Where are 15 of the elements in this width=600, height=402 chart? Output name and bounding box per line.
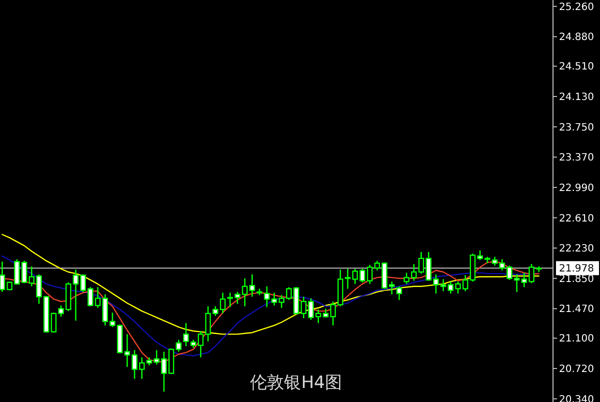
y-tick-label: 22.990: [559, 182, 594, 194]
y-tick-label: 24.880: [559, 32, 594, 44]
y-tick-label: 22.610: [559, 213, 594, 224]
text: 伦敦银H4图: [250, 373, 342, 393]
y-tick-label: 23.370: [559, 152, 594, 164]
y-tick-label: 20.720: [559, 364, 594, 375]
y-tick-label: 24.510: [559, 62, 594, 73]
y-tick-label: 24.130: [559, 92, 594, 104]
y-tick-label: 22.230: [559, 244, 594, 255]
y-tick-label: 21.850: [559, 274, 594, 285]
y-tick-label: 21.100: [559, 334, 594, 345]
y-tick-label: 23.750: [559, 122, 594, 134]
ref-line-label: 21.978: [559, 264, 594, 275]
y-tick-label: 21.470: [559, 304, 594, 316]
y-tick-label: 25.260: [559, 2, 594, 13]
